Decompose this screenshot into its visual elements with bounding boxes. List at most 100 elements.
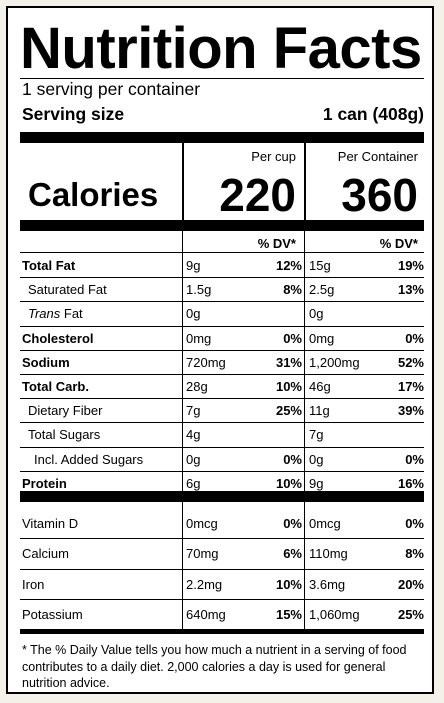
per-container-dv: 16%: [397, 475, 424, 491]
per-cup-dv: 10%: [275, 379, 302, 394]
nutrient-name: Protein: [22, 475, 67, 491]
column-divider: [182, 143, 184, 227]
nutrient-row: Total Sugars 4g 7g: [20, 422, 424, 446]
row-divider: [20, 538, 424, 540]
row-divider: [20, 568, 424, 570]
per-cup-dv: 15%: [275, 607, 302, 623]
serving-size-value: 1 can (408g): [322, 104, 424, 124]
per-cup-dv: 0%: [283, 451, 302, 467]
vitamin-row: Vitamin D 0mcg 0% 0mcg 0%: [20, 508, 424, 538]
nutrient-name: Incl. Added Sugars: [34, 451, 144, 467]
per-container-dv: 20%: [397, 576, 424, 592]
servings-per-container: 1 serving per container: [22, 79, 201, 99]
nutrient-row: Cholesterol 0mg 0% 0mg 0%: [20, 326, 424, 350]
per-container-dv: 25%: [397, 607, 424, 623]
nutrient-name: Total Fat: [22, 258, 76, 273]
per-container-amount: 1,200mg: [309, 354, 360, 370]
row-divider: [20, 301, 424, 303]
nutrient-row: Trans Fat 0g 0g: [20, 301, 424, 325]
per-cup-dv: 10%: [275, 475, 302, 491]
nutrient-row: Protein 6g 10% 9g 16%: [20, 471, 424, 495]
per-container-amount: 15g: [309, 258, 331, 273]
row-divider: [20, 325, 424, 327]
per-cup-dv: 25%: [275, 403, 302, 419]
divider: [20, 78, 424, 79]
row-divider: [20, 277, 424, 279]
per-container-dv: 0%: [405, 516, 424, 531]
nutrient-name-suffix: Fat: [60, 306, 83, 322]
per-cup-amount: 28g: [186, 379, 208, 394]
nutrient-row: Saturated Fat 1.5g 8% 2.5g 13%: [20, 277, 424, 301]
nutrient-name: Vitamin D: [22, 516, 79, 531]
per-container-header: Per Container: [337, 149, 418, 164]
vitamin-row: Potassium 640mg 15% 1,060mg 25%: [20, 599, 424, 629]
per-cup-dv: 0%: [283, 516, 302, 531]
column-divider: [304, 231, 305, 491]
per-container-amount: 0g: [309, 306, 324, 322]
per-cup-amount: 4g: [186, 427, 201, 443]
row-divider: [20, 422, 424, 424]
per-container-amount: 1,060mg: [309, 607, 360, 623]
nutrient-name: Saturated Fat: [28, 282, 107, 298]
per-container-amount: 0g: [309, 451, 324, 467]
per-cup-amount: 0mcg: [186, 516, 218, 531]
per-container-dv: 52%: [397, 354, 424, 370]
per-cup-header: Per cup: [251, 149, 296, 164]
divider: [20, 252, 424, 253]
per-container-amount: 0mg: [309, 330, 335, 346]
nutrient-name-prefix: Trans: [28, 306, 61, 322]
per-container-dv: 17%: [397, 379, 424, 394]
nutrient-name: Total Carb.: [22, 379, 89, 394]
per-container-dv: 0%: [405, 451, 424, 467]
per-cup-amount: 0g: [186, 306, 201, 322]
per-cup-amount: 6g: [186, 475, 201, 491]
per-container-dv: 0%: [405, 330, 424, 346]
column-divider: [182, 502, 183, 629]
per-cup-amount: 720mg: [186, 354, 226, 370]
per-cup-amount: 0g: [186, 451, 201, 467]
thick-divider: [20, 491, 424, 502]
per-container-dv-header: % DV*: [379, 236, 418, 251]
column-divider: [304, 502, 305, 629]
nutrient-row: Total Carb. 28g 10% 46g 17%: [20, 374, 424, 398]
per-cup-amount: 9g: [186, 258, 201, 273]
per-container-dv: 8%: [405, 546, 424, 562]
nutrient-row: Total Fat 9g 12% 15g 19%: [20, 253, 424, 277]
per-cup-dv: 31%: [275, 354, 302, 370]
per-cup-amount: 640mg: [186, 607, 226, 623]
row-divider: [20, 446, 424, 448]
nutrient-row: Dietary Fiber 7g 25% 11g 39%: [20, 398, 424, 422]
serving-size-label: Serving size: [22, 104, 125, 124]
per-cup-dv-header: % DV*: [257, 236, 296, 251]
nutrient-row: Incl. Added Sugars 0g 0% 0g 0%: [20, 447, 424, 471]
per-container-amount: 11g: [309, 403, 330, 419]
vitamin-row: Calcium 70mg 6% 110mg 8%: [20, 538, 424, 568]
nutrient-name: Trans Fat: [28, 306, 83, 321]
daily-value-footnote: * The % Daily Value tells you how much a…: [22, 643, 407, 690]
thick-divider: [20, 220, 424, 231]
per-cup-dv: 10%: [275, 576, 302, 592]
per-cup-dv: 6%: [283, 546, 302, 562]
per-cup-amount: 7g: [186, 403, 201, 419]
per-cup-dv: 8%: [283, 282, 302, 298]
thick-divider: [20, 132, 424, 143]
row-divider: [20, 374, 424, 375]
row-divider: [20, 470, 424, 472]
calories-label: Calories: [28, 176, 159, 213]
row-divider: [20, 349, 424, 351]
per-container-dv: 13%: [397, 282, 424, 298]
column-divider: [304, 143, 306, 227]
per-container-amount: 110mg: [309, 546, 348, 562]
per-container-amount: 7g: [309, 427, 324, 443]
label-title: Nutrition Facts: [20, 16, 422, 81]
vitamin-row: Iron 2.2mg 10% 3.6mg 20%: [20, 569, 424, 599]
per-container-amount: 9g: [309, 475, 324, 491]
per-container-amount: 0mcg: [309, 516, 341, 531]
per-cup-amount: 70mg: [186, 546, 219, 562]
per-cup-dv: 12%: [275, 258, 302, 273]
nutrition-facts-label: Nutrition Facts 1 serving per container …: [6, 6, 434, 694]
nutrient-name: Total Sugars: [28, 427, 101, 443]
per-cup-calories: 220: [219, 169, 296, 221]
per-cup-amount: 0mg: [186, 330, 212, 346]
per-cup-amount: 1.5g: [186, 282, 212, 298]
